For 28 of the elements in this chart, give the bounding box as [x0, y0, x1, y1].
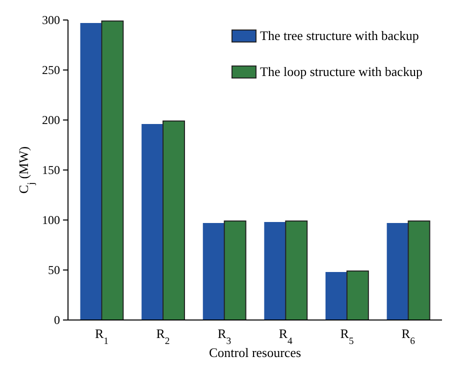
bar: [264, 222, 286, 320]
x-tick-label: R$_{5}$: [340, 326, 354, 346]
y-tick-label: 150: [42, 163, 60, 178]
y-tick-label: 200: [42, 113, 60, 128]
x-axis-title: Control resources: [208, 345, 302, 360]
legend-label: The loop structure with backup: [260, 64, 422, 79]
legend-label: The tree structure with backup: [260, 28, 419, 43]
bar: [346, 270, 369, 320]
bar: [142, 124, 164, 320]
y-tick-label: 0: [54, 313, 60, 328]
y-tick-label: 250: [42, 63, 60, 78]
bar: [202, 223, 224, 320]
x-tick-label: R$_{6}$: [402, 326, 416, 346]
y-tick-label: 50: [48, 263, 60, 278]
bar: [224, 220, 246, 320]
y-tick-label: 100: [42, 213, 60, 228]
y-tick-label: 300: [42, 13, 60, 28]
bar: [326, 272, 347, 320]
x-tick-label: R$_{3}$: [218, 326, 232, 346]
bar: [101, 20, 124, 320]
bar: [80, 23, 102, 320]
bar: [285, 220, 308, 320]
x-tick-label: R$_{2}$: [156, 326, 170, 346]
bar: [408, 220, 430, 320]
x-tick-label: R$_{4}$: [278, 326, 293, 346]
bar: [386, 223, 408, 320]
x-tick-label: R$_{1}$: [94, 326, 109, 346]
bar: [162, 120, 185, 320]
